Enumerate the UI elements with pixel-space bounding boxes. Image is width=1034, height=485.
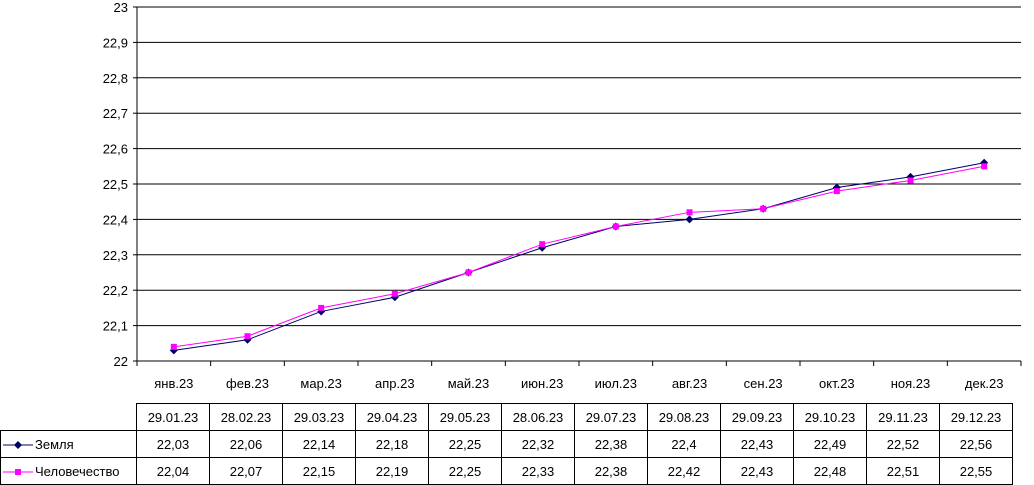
- y-tick-label: 23: [114, 0, 128, 15]
- date-cell: 29.05.23: [428, 403, 502, 431]
- value-cell: 22,42: [647, 457, 721, 485]
- data-point-square: [170, 343, 177, 350]
- x-tick-label: окт.23: [819, 376, 855, 391]
- date-cell: 29.09.23: [720, 403, 794, 431]
- legend-label: Человечество: [35, 463, 120, 479]
- value-cell: 22,48: [793, 457, 867, 485]
- value-cell: 22,4: [647, 430, 721, 458]
- data-table: 29.01.23 28.02.23 29.03.23 29.04.23 29.05.23…: [0, 403, 1013, 485]
- value-cell: 22,56: [939, 430, 1013, 458]
- data-point-square: [833, 188, 840, 195]
- value-cell: 22,06: [209, 430, 283, 458]
- series-row: Земля 22,03 22,06 22,14 22,18 22,25 22,32 22,3…: [0, 430, 1013, 458]
- y-tick-label: 22,3: [103, 248, 128, 263]
- x-tick-label: фев.23: [226, 376, 269, 391]
- x-tick-label: апр.23: [375, 376, 415, 391]
- date-cell: 29.11.23: [866, 403, 940, 431]
- legend-label: Земля: [35, 436, 74, 452]
- data-point-square: [318, 304, 325, 311]
- y-tick-label: 22,1: [103, 319, 128, 334]
- value-cell: 22,18: [355, 430, 429, 458]
- value-cell: 22,55: [939, 457, 1013, 485]
- y-tick-label: 22,6: [103, 142, 128, 157]
- data-point-square: [244, 333, 251, 340]
- data-point-square: [612, 223, 619, 230]
- legend-key-diamond-icon: [3, 441, 33, 450]
- legend-key-square-icon: [3, 469, 33, 476]
- value-cell: 22,04: [136, 457, 210, 485]
- x-tick-label: янв.23: [154, 376, 193, 391]
- y-tick-label: 22: [114, 354, 128, 369]
- data-point-diamond: [685, 215, 694, 224]
- value-cell: 22,33: [501, 457, 575, 485]
- x-tick-label: авг.23: [672, 376, 707, 391]
- blank-cell: [1, 404, 137, 431]
- data-point-square: [907, 177, 914, 184]
- x-tick-label: дек.23: [965, 376, 1004, 391]
- data-point-square: [686, 209, 693, 216]
- date-cell: 29.12.23: [939, 403, 1013, 431]
- value-cell: 22,07: [209, 457, 283, 485]
- value-cell: 22,25: [428, 457, 502, 485]
- value-cell: 22,25: [428, 430, 502, 458]
- date-cell: 29.08.23: [647, 403, 721, 431]
- line-chart: 22 22,1 22,2 22,3 22,4 22,5 22,6 22,7 22,8 22,9 23…: [103, 0, 1022, 391]
- data-point-square: [465, 269, 472, 276]
- value-cell: 22,15: [282, 457, 356, 485]
- series-line: [173, 162, 985, 351]
- value-cell: 22,38: [574, 457, 648, 485]
- value-cell: 22,49: [793, 430, 867, 458]
- date-cell: 29.03.23: [282, 403, 356, 431]
- value-cell: 22,52: [866, 430, 940, 458]
- x-tick-label: мар.23: [300, 376, 341, 391]
- y-tick-label: 22,7: [103, 106, 128, 121]
- x-tick-label: ноя.23: [891, 376, 931, 391]
- y-tick-label: 22,9: [103, 35, 128, 50]
- y-tick-label: 22,8: [103, 71, 128, 86]
- value-cell: 22,14: [282, 430, 356, 458]
- value-cell: 22,38: [574, 430, 648, 458]
- y-tick-label: 22,5: [103, 177, 128, 192]
- legend-entry-zemlya: Земля: [0, 430, 137, 458]
- date-cell: 28.02.23: [209, 403, 283, 431]
- series-line: [173, 165, 985, 348]
- date-cell: 29.04.23: [355, 403, 429, 431]
- y-tick-label: 22,2: [103, 283, 128, 298]
- x-axis: янв.23 фев.23 мар.23 апр.23 май.23 июн.23 июл.…: [136, 360, 1022, 391]
- date-row: 29.01.23 28.02.23 29.03.23 29.04.23 29.05.23…: [1, 403, 1013, 431]
- value-cell: 22,43: [720, 457, 794, 485]
- legend-entry-chelovechestvo: Человечество: [0, 457, 137, 485]
- data-point-square: [981, 163, 988, 170]
- series-row: Человечество 22,04 22,07 22,15 22,19 22,25 22…: [0, 457, 1013, 485]
- date-cell: 29.10.23: [793, 403, 867, 431]
- value-cell: 22,51: [866, 457, 940, 485]
- y-tick-label: 22,4: [103, 212, 128, 227]
- series-lines: [169, 158, 989, 355]
- value-cell: 22,03: [136, 430, 210, 458]
- value-cell: 22,43: [720, 430, 794, 458]
- date-cell: 28.06.23: [501, 403, 575, 431]
- y-axis: 22 22,1 22,2 22,3 22,4 22,5 22,6 22,7 22,8 22,9 23: [103, 0, 138, 369]
- x-tick-label: сен.23: [744, 376, 783, 391]
- data-point-square: [391, 290, 398, 297]
- data-point-square: [760, 205, 767, 212]
- x-tick-label: май.23: [448, 376, 490, 391]
- date-cell: 29.07.23: [574, 403, 648, 431]
- date-cell: 29.01.23: [136, 403, 210, 431]
- value-cell: 22,19: [355, 457, 429, 485]
- value-cell: 22,32: [501, 430, 575, 458]
- x-tick-label: июн.23: [521, 376, 563, 391]
- data-point-square: [539, 241, 546, 248]
- x-tick-label: июл.23: [595, 376, 637, 391]
